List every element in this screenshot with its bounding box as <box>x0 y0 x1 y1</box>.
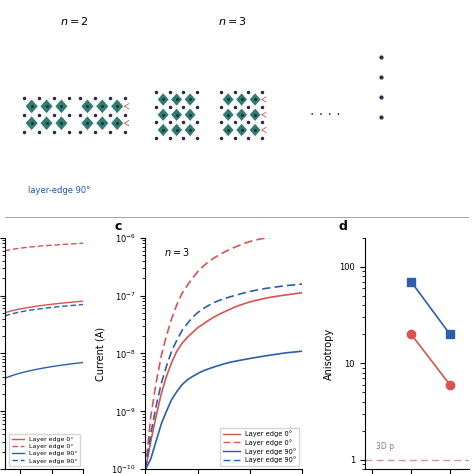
Text: · · · ·: · · · · <box>310 108 341 122</box>
Polygon shape <box>81 99 94 114</box>
Polygon shape <box>110 99 124 114</box>
Polygon shape <box>40 99 53 114</box>
Polygon shape <box>184 123 196 137</box>
Polygon shape <box>236 123 247 137</box>
Polygon shape <box>222 123 234 137</box>
Text: c: c <box>114 220 121 233</box>
Polygon shape <box>96 116 109 130</box>
Polygon shape <box>25 99 38 114</box>
Legend: Layer edge 0°, Layer edge 0°, Layer edge 90°, Layer edge 90°: Layer edge 0°, Layer edge 0°, Layer edge… <box>9 434 80 466</box>
Polygon shape <box>157 108 169 121</box>
Text: 3D p: 3D p <box>376 442 394 451</box>
Polygon shape <box>55 99 68 114</box>
Polygon shape <box>249 108 261 121</box>
Polygon shape <box>55 116 68 130</box>
Polygon shape <box>171 123 182 137</box>
Legend: Layer edge 0°, Layer edge 0°, Layer edge 90°, Layer edge 90°: Layer edge 0°, Layer edge 0°, Layer edge… <box>220 428 299 466</box>
Text: $n=3$: $n=3$ <box>218 15 247 27</box>
Polygon shape <box>184 93 196 106</box>
Polygon shape <box>81 116 94 130</box>
Polygon shape <box>25 116 38 130</box>
Polygon shape <box>249 123 261 137</box>
Text: $n=3$: $n=3$ <box>164 246 190 258</box>
Polygon shape <box>110 116 124 130</box>
Polygon shape <box>222 108 234 121</box>
Text: layer-edge 90°: layer-edge 90° <box>28 186 90 195</box>
Polygon shape <box>171 108 182 121</box>
Y-axis label: Current (A): Current (A) <box>96 327 106 381</box>
Polygon shape <box>222 93 234 106</box>
Polygon shape <box>157 123 169 137</box>
Polygon shape <box>40 116 53 130</box>
Polygon shape <box>236 108 247 121</box>
Polygon shape <box>171 93 182 106</box>
Polygon shape <box>96 99 109 114</box>
Text: d: d <box>338 220 347 233</box>
Polygon shape <box>184 108 196 121</box>
Text: $n=2$: $n=2$ <box>60 15 89 27</box>
Polygon shape <box>157 93 169 106</box>
Polygon shape <box>249 93 261 106</box>
Polygon shape <box>236 93 247 106</box>
Y-axis label: Anisotropy: Anisotropy <box>324 328 334 380</box>
